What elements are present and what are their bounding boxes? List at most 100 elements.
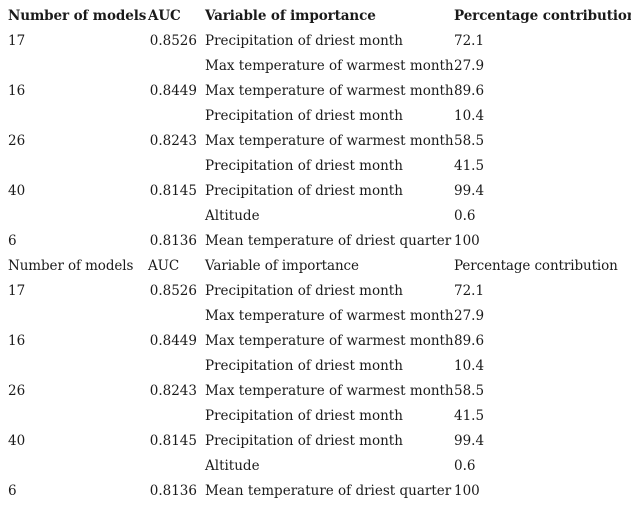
cell-percentage-contribution: 10.4 xyxy=(454,108,485,124)
table-row: 40 0.8145 Precipitation of driest month 99.… xyxy=(0,179,631,204)
cell-auc xyxy=(148,204,205,229)
cell-percentage-contribution: 99.4 xyxy=(454,433,485,449)
table-header-row: Number of models AUC Variable of importa… xyxy=(0,4,631,29)
cell-percentage-contribution: 99.4 xyxy=(454,183,485,199)
table-row: 17 0.8526 Precipitation of driest month 72.… xyxy=(0,279,631,304)
table-row: 26 0.8243 Max temperature of warmest month… xyxy=(0,129,631,154)
table-row: 16 0.8449 Max temperature of warmest month… xyxy=(0,79,631,104)
cell-auc xyxy=(148,54,205,79)
cell-percentage-contribution: 27.9 xyxy=(454,308,485,324)
cell-number-of-models xyxy=(0,104,148,129)
cell-variable-of-importance: Precipitation of driest month xyxy=(205,108,403,124)
cell-number-of-models: 26 xyxy=(8,383,26,399)
table-row: Precipitation of driest month 10.4 xyxy=(0,104,631,129)
cell-number-of-models: 6 xyxy=(8,483,17,499)
cell-variable-of-importance: Mean temperature of driest quarter xyxy=(205,483,452,499)
cell-percentage-contribution: 72.1 xyxy=(454,33,485,49)
cell-variable-of-importance: Altitude xyxy=(205,208,260,224)
cell-percentage-contribution: 100 xyxy=(454,233,480,249)
cell-variable-of-importance: Max temperature of warmest month xyxy=(205,333,454,349)
cell-variable-of-importance: Precipitation of driest month xyxy=(205,33,403,49)
cell-variable-of-importance: Precipitation of driest month xyxy=(205,283,403,299)
cell-number-of-models xyxy=(0,204,148,229)
cell-percentage-contribution: 0.6 xyxy=(454,208,476,224)
cell-auc: 0.8526 xyxy=(149,33,197,49)
cell-percentage-contribution: 89.6 xyxy=(454,333,485,349)
cell-variable-of-importance: Precipitation of driest month xyxy=(205,433,403,449)
cell-number-of-models: 40 xyxy=(8,183,26,199)
cell-variable-of-importance: Precipitation of driest month xyxy=(205,358,403,374)
cell-percentage-contribution: 41.5 xyxy=(454,158,485,174)
table-body: 17 0.8526 Precipitation of driest month 72.… xyxy=(0,29,631,254)
cell-auc xyxy=(148,104,205,129)
table-row: 6 0.8136 Mean temperature of driest quarte… xyxy=(0,229,631,254)
header-percentage-contribution: Percentage contribution xyxy=(454,8,631,24)
table-row: Precipitation of driest month 41.5 xyxy=(0,404,631,429)
cell-percentage-contribution: 10.4 xyxy=(454,358,485,374)
cell-number-of-models xyxy=(0,154,148,179)
header-variable-of-importance: Variable of importance xyxy=(205,258,359,274)
cell-variable-of-importance: Mean temperature of driest quarter xyxy=(205,233,452,249)
cell-auc: 0.8526 xyxy=(149,283,197,299)
cell-auc: 0.8243 xyxy=(149,133,197,149)
cell-number-of-models: 16 xyxy=(8,83,26,99)
cell-auc: 0.8145 xyxy=(149,433,197,449)
table-header-row: Number of models AUC Variable of importa… xyxy=(0,254,631,279)
cell-number-of-models: 16 xyxy=(8,333,26,349)
cell-number-of-models: 6 xyxy=(8,233,17,249)
cell-variable-of-importance: Max temperature of warmest month xyxy=(205,133,454,149)
cell-number-of-models: 26 xyxy=(8,133,26,149)
table-row: 17 0.8526 Precipitation of driest month 72.… xyxy=(0,29,631,54)
results-table-bold-header: Number of models AUC Variable of importa… xyxy=(0,4,631,254)
table-row: Precipitation of driest month 10.4 xyxy=(0,354,631,379)
cell-variable-of-importance: Precipitation of driest month xyxy=(205,158,403,174)
cell-percentage-contribution: 41.5 xyxy=(454,408,485,424)
cell-percentage-contribution: 72.1 xyxy=(454,283,485,299)
cell-variable-of-importance: Precipitation of driest month xyxy=(205,408,403,424)
header-number-of-models: Number of models xyxy=(8,258,134,274)
cell-number-of-models: 40 xyxy=(8,433,26,449)
cell-auc xyxy=(148,304,205,329)
header-auc: AUC xyxy=(148,8,181,24)
table-row: 16 0.8449 Max temperature of warmest month… xyxy=(0,329,631,354)
table-row: 40 0.8145 Precipitation of driest month 99.… xyxy=(0,429,631,454)
cell-number-of-models xyxy=(0,354,148,379)
cell-variable-of-importance: Max temperature of warmest month xyxy=(205,83,454,99)
cell-variable-of-importance: Altitude xyxy=(205,458,260,474)
cell-variable-of-importance: Precipitation of driest month xyxy=(205,183,403,199)
cell-number-of-models xyxy=(0,304,148,329)
header-variable-of-importance: Variable of importance xyxy=(205,8,376,24)
cell-auc xyxy=(148,154,205,179)
cell-auc: 0.8449 xyxy=(149,83,197,99)
cell-auc: 0.8136 xyxy=(149,233,197,249)
cell-percentage-contribution: 100 xyxy=(454,483,480,499)
header-percentage-contribution: Percentage contribution xyxy=(454,258,618,274)
cell-percentage-contribution: 58.5 xyxy=(454,383,485,399)
cell-auc: 0.8136 xyxy=(149,483,197,499)
table-body: 17 0.8526 Precipitation of driest month 72.… xyxy=(0,279,631,504)
table-row: Max temperature of warmest month 27.9 xyxy=(0,54,631,79)
cell-variable-of-importance: Max temperature of warmest month xyxy=(205,383,454,399)
cell-percentage-contribution: 58.5 xyxy=(454,133,485,149)
cell-number-of-models: 17 xyxy=(8,283,26,299)
cell-auc: 0.8243 xyxy=(149,383,197,399)
cell-auc xyxy=(148,354,205,379)
cell-percentage-contribution: 89.6 xyxy=(454,83,485,99)
table-row: Precipitation of driest month 41.5 xyxy=(0,154,631,179)
cell-variable-of-importance: Max temperature of warmest month xyxy=(205,58,454,74)
cell-number-of-models xyxy=(0,404,148,429)
table-row: Altitude 0.6 xyxy=(0,204,631,229)
cell-number-of-models xyxy=(0,54,148,79)
table-row: 26 0.8243 Max temperature of warmest month… xyxy=(0,379,631,404)
table-row: 6 0.8136 Mean temperature of driest quarte… xyxy=(0,479,631,504)
cell-auc xyxy=(148,404,205,429)
results-table-plain-header: Number of models AUC Variable of importa… xyxy=(0,254,631,504)
cell-number-of-models: 17 xyxy=(8,33,26,49)
cell-auc xyxy=(148,454,205,479)
table-row: Altitude 0.6 xyxy=(0,454,631,479)
table-row: Max temperature of warmest month 27.9 xyxy=(0,304,631,329)
header-auc: AUC xyxy=(148,258,180,274)
cell-percentage-contribution: 27.9 xyxy=(454,58,485,74)
cell-auc: 0.8449 xyxy=(149,333,197,349)
cell-auc: 0.8145 xyxy=(149,183,197,199)
